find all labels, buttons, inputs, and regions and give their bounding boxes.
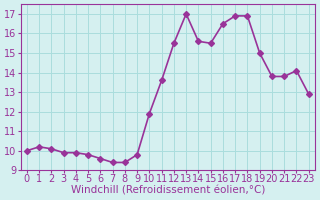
X-axis label: Windchill (Refroidissement éolien,°C): Windchill (Refroidissement éolien,°C) xyxy=(71,186,265,196)
